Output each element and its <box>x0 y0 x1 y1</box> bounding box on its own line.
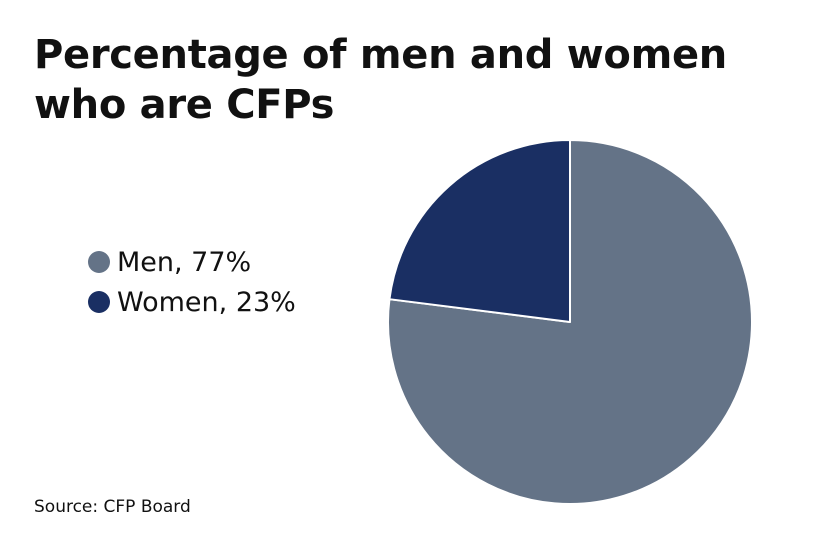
chart-title: Percentage of men and women who are CFPs <box>34 32 727 128</box>
legend-item-women: Women, 23% <box>88 282 388 322</box>
pie-chart <box>387 139 753 505</box>
legend-label-men: Men, 77% <box>117 246 252 278</box>
legend-label-women: Women, 23% <box>117 286 296 318</box>
legend-item-men: Men, 77% <box>88 242 388 282</box>
pie-slice-women <box>388 139 571 323</box>
legend-swatch-women <box>88 291 110 313</box>
legend-swatch-men <box>88 251 110 273</box>
pie-slice-men <box>387 139 753 505</box>
legend: Men, 77% Women, 23% <box>88 242 388 322</box>
source-note: Source: CFP Board <box>34 497 191 517</box>
